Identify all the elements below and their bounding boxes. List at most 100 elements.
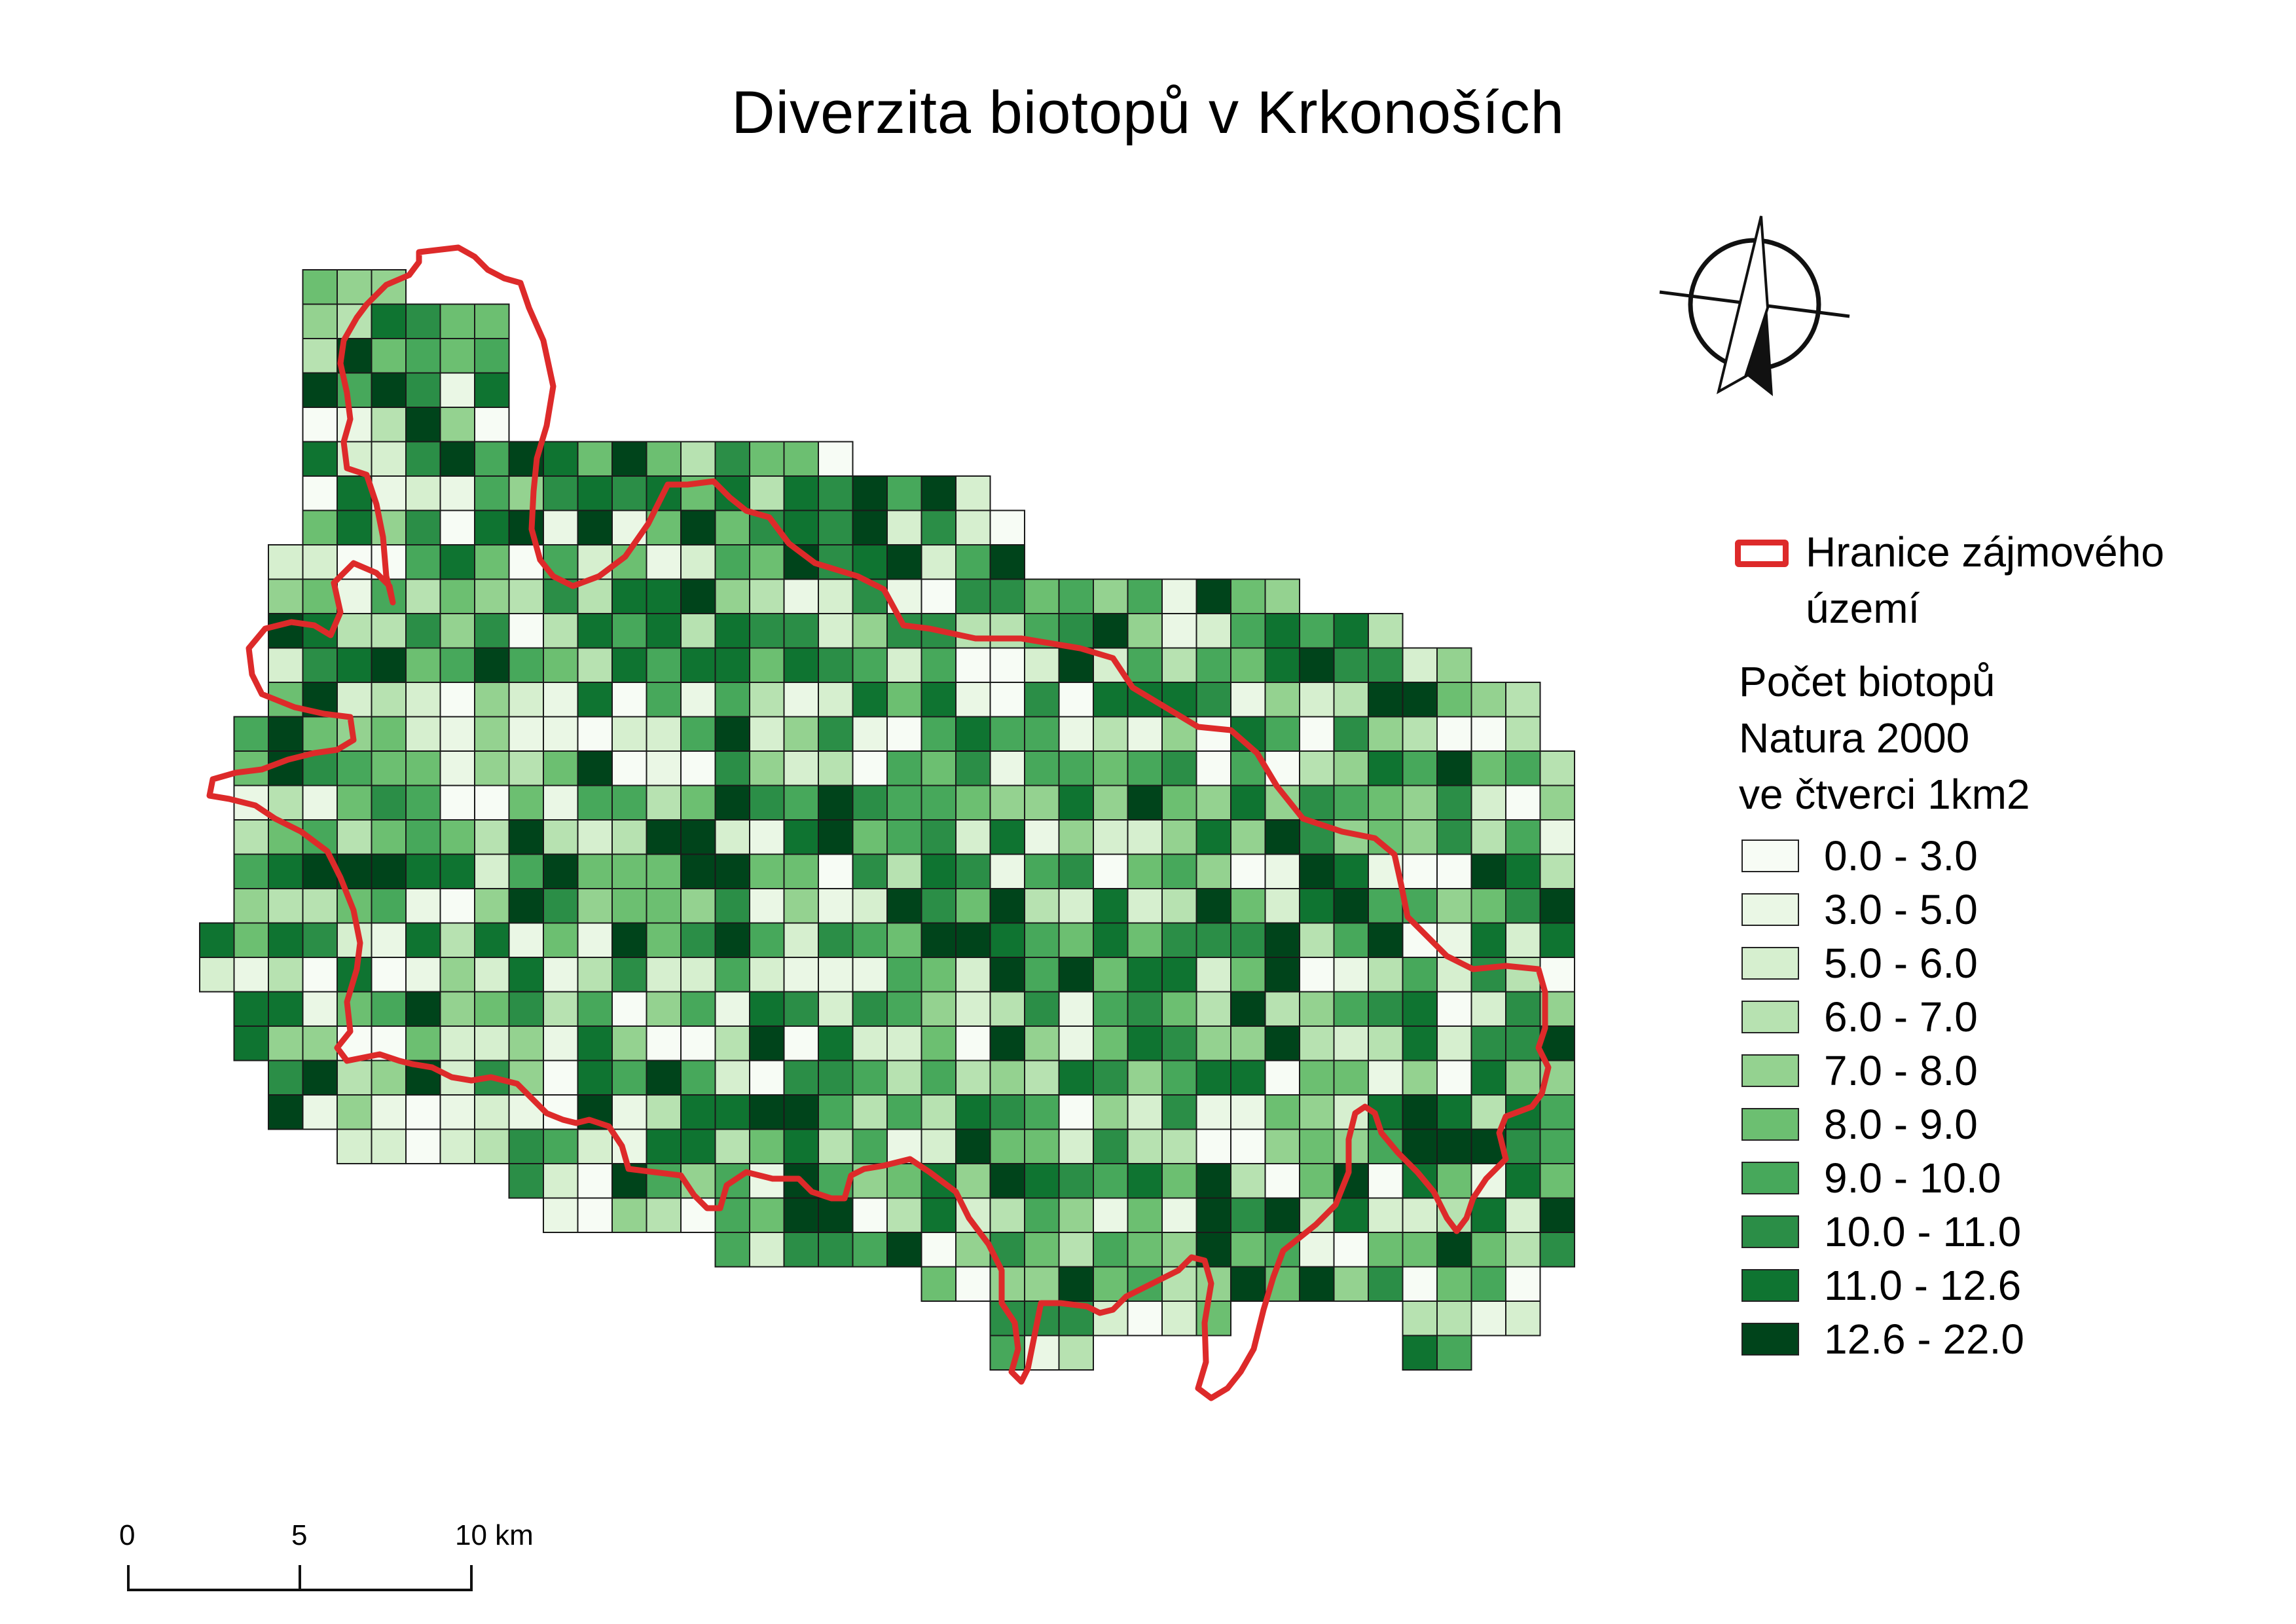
grid-cell (1230, 888, 1266, 924)
grid-cell (1539, 1128, 1575, 1164)
grid-cell (371, 957, 407, 993)
grid-cell (1024, 1025, 1060, 1061)
grid-cell (508, 682, 544, 718)
grid-cell (1195, 578, 1231, 614)
grid-cell (1058, 1266, 1094, 1302)
grid-cell (577, 647, 613, 683)
grid-cell (1436, 1060, 1472, 1096)
grid-cell (680, 509, 716, 545)
grid-cell (714, 544, 750, 580)
grid-cell (1161, 750, 1197, 786)
legend-class-5: 8.0 - 9.0 (1735, 1098, 2272, 1151)
grid-cell (1127, 957, 1163, 993)
grid-cell (1161, 1025, 1197, 1061)
grid-cell (474, 338, 510, 374)
grid-cell (1264, 1197, 1300, 1233)
grid-cell (1402, 957, 1438, 993)
grid-cell (1505, 922, 1541, 958)
grid-cell (577, 1163, 613, 1199)
legend-swatch (1741, 947, 1799, 980)
grid-cell (371, 647, 407, 683)
grid-cell (474, 682, 510, 718)
grid-cell (405, 853, 441, 889)
grid-cell (646, 544, 682, 580)
grid-cell (680, 578, 716, 614)
grid-cell (611, 853, 647, 889)
grid-cell (1539, 853, 1575, 889)
grid-cell (886, 1163, 922, 1199)
grid-cell (1127, 647, 1163, 683)
grid-cell (1230, 991, 1266, 1027)
legend-swatch (1741, 1162, 1799, 1194)
grid-cell (714, 1025, 750, 1061)
grid-cell (405, 682, 441, 718)
grid-cell (818, 1232, 854, 1268)
grid-cell (955, 922, 991, 958)
grid-cell (714, 578, 750, 614)
grid-cell (508, 1128, 544, 1164)
grid-cell (852, 957, 888, 993)
grid-cell (714, 888, 750, 924)
grid-cell (920, 647, 957, 683)
grid-cell (818, 475, 854, 511)
grid-cell (886, 784, 922, 821)
grid-cell (1333, 1266, 1369, 1302)
grid-cell (1299, 613, 1335, 649)
grid-cell (680, 613, 716, 649)
grid-cell (611, 1094, 647, 1130)
grid-cell (886, 1232, 922, 1268)
grid-cell (508, 613, 544, 649)
grid-cell (1093, 1301, 1129, 1337)
grid-cell (989, 544, 1025, 580)
study-area-boundary (206, 244, 1552, 1401)
grid-cell (1505, 1025, 1541, 1061)
grid-cell (1402, 1232, 1438, 1268)
grid-cell (783, 819, 819, 855)
grid-cell (337, 784, 373, 821)
grid-cell (783, 1128, 819, 1164)
grid-cell (439, 475, 475, 511)
grid-cell (1368, 647, 1404, 683)
grid-cell (886, 922, 922, 958)
grid-cell (646, 991, 682, 1027)
grid-cell (646, 647, 682, 683)
grid-cell (1333, 957, 1369, 993)
grid-cell (818, 888, 854, 924)
grid-cell (508, 888, 544, 924)
grid-cell (818, 784, 854, 821)
grid-cell (886, 544, 922, 580)
grid-cell (405, 716, 441, 752)
grid-cell (886, 1025, 922, 1061)
grid-cell (1402, 819, 1438, 855)
grid-cell (302, 991, 338, 1027)
grid-cell (955, 819, 991, 855)
grid-cell (1402, 682, 1438, 718)
grid-cell (508, 922, 544, 958)
grid-cell (508, 991, 544, 1027)
grid-cell (783, 613, 819, 649)
grid-cell (1127, 613, 1163, 649)
grid-cell (1195, 819, 1231, 855)
grid-cell (818, 1025, 854, 1061)
grid-cell (1195, 1197, 1231, 1233)
grid-cell (920, 853, 957, 889)
grid-cell (439, 647, 475, 683)
grid-cell (233, 957, 269, 993)
grid-cell (577, 613, 613, 649)
grid-cell (439, 750, 475, 786)
grid-cell (1195, 888, 1231, 924)
grid-cell (1093, 1163, 1129, 1199)
grid-cell (405, 1025, 441, 1061)
grid-cell (1127, 1301, 1163, 1337)
grid-cell (1470, 1232, 1506, 1268)
grid-cell (1161, 1128, 1197, 1164)
grid-cell (1058, 716, 1094, 752)
grid-cell (577, 682, 613, 718)
grid-cell (1402, 1266, 1438, 1302)
grid-cell (474, 1128, 510, 1164)
grid-cell (1470, 888, 1506, 924)
grid-cell (1299, 1025, 1335, 1061)
grid-cell (1299, 750, 1335, 786)
legend-class-7: 10.0 - 11.0 (1735, 1205, 2272, 1259)
grid-cell (371, 407, 407, 443)
